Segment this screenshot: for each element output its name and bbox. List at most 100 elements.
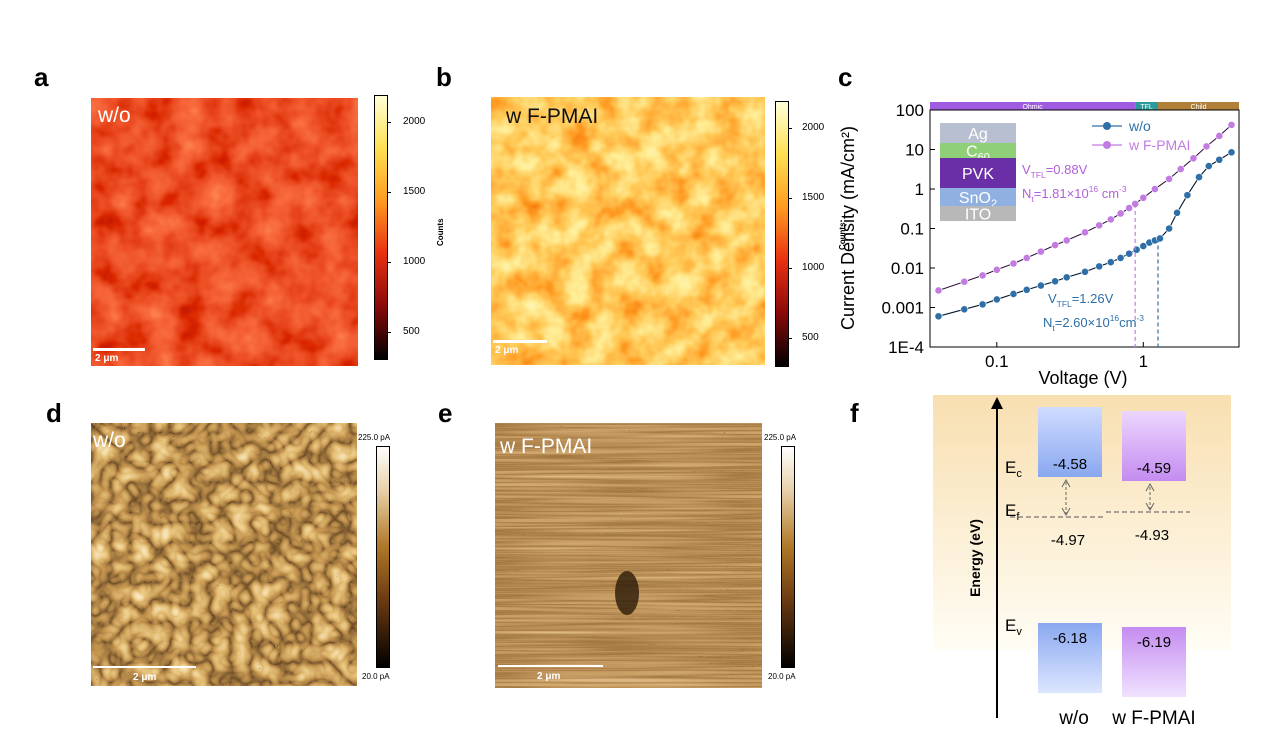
data-point (1202, 142, 1211, 151)
data-point (1176, 165, 1185, 173)
region-bar-child (1158, 102, 1239, 110)
colorbar-a-tick-1000: 1000 (403, 256, 426, 267)
panel-label-c: c (838, 62, 853, 92)
region-bar-tfl (1135, 102, 1159, 110)
scale-bar-label-e: 2 μm (537, 671, 561, 682)
colorbar-e-min: 20.0 pA (768, 672, 796, 681)
data-point (992, 295, 1001, 304)
y-tick-label: 0.001 (881, 299, 924, 318)
panel-label-a: a (34, 62, 49, 92)
region-label-ohmic: Ohmic (1022, 104, 1043, 111)
stack-layer (940, 158, 1016, 188)
ef-value: -4.97 (1051, 532, 1085, 549)
panel-label-f: f (850, 398, 859, 428)
data-point (1183, 191, 1192, 200)
arrow-head-up (1145, 482, 1155, 492)
overlay-label-b: w F-PMAI (506, 105, 599, 128)
data-point (1051, 241, 1059, 249)
overlay-label-d: w/o (93, 429, 126, 452)
data-point (1132, 245, 1141, 254)
arrow-head-down (1145, 502, 1155, 512)
conduction-band-box (1038, 407, 1102, 477)
colorbar-a-tick-1500: 1500 (403, 186, 426, 197)
cafm-map-with-fpmai: w F-PMAI 2 μm (495, 423, 762, 688)
panel-label-b: b (436, 62, 452, 92)
arrow-head-up (1061, 478, 1071, 488)
scale-bar-label-d: 2 μm (133, 672, 157, 683)
data-point (934, 312, 943, 321)
data-point (1036, 247, 1045, 256)
data-point (1139, 193, 1148, 202)
y-tick-label: 0.1 (900, 220, 924, 239)
data-point (1215, 132, 1224, 140)
data-point (960, 277, 969, 286)
y-tick-label: 0.01 (891, 259, 924, 278)
colorbar-d-max: 225.0 pA (358, 433, 391, 442)
data-point (1165, 224, 1173, 233)
colorbar-e-max: 225.0 pA (764, 433, 797, 442)
data-point (978, 271, 987, 280)
energy-axis-arrow (991, 397, 1003, 409)
panel-label-e: e (438, 398, 453, 428)
data-point (1009, 290, 1018, 298)
panel-label-d: d (46, 398, 62, 428)
arrow-head-down (1061, 507, 1071, 517)
pl-map-with-fpmai: w F-PMAI 2 μm (491, 97, 765, 365)
data-point (1095, 221, 1104, 230)
data-point (1195, 173, 1203, 182)
stack-layer (940, 188, 1016, 206)
energy-level-diagram: Energy (eV) EcEfEv-4.58-4.97-6.18w/o-4.5… (933, 395, 1231, 729)
stack-layer-label: SnO2 (959, 190, 997, 210)
stack-layer (940, 143, 1016, 158)
annotation-nt-with: Nt=1.81×1016 cm-3 (1022, 184, 1127, 204)
data-point (1227, 120, 1236, 129)
data-point (1036, 281, 1045, 290)
legend-label: w/o (1128, 118, 1151, 134)
scale-bar-d (93, 666, 196, 668)
energy-axis-label: Energy (eV) (967, 519, 983, 597)
data-point (978, 300, 987, 309)
data-point (1173, 208, 1181, 217)
stack-layer-label: ITO (965, 207, 991, 224)
colorbar-b-tick-500: 500 (802, 332, 819, 343)
data-point (1116, 254, 1125, 262)
colorbar-b (775, 101, 789, 367)
y-tick-label: 100 (896, 101, 924, 120)
data-point (934, 286, 943, 295)
data-point (1227, 148, 1236, 157)
ev-value: -6.18 (1053, 630, 1087, 647)
data-point (1062, 273, 1071, 282)
valence-band-box (1122, 627, 1186, 697)
data-point (1106, 258, 1115, 267)
data-point (1215, 155, 1224, 164)
scale-bar-label-b: 2 μm (495, 345, 519, 356)
cafm-map-without: w/o 2 μm (91, 423, 357, 686)
data-point (1095, 262, 1104, 271)
ec-value: -4.59 (1137, 460, 1171, 477)
stack-layer (940, 206, 1016, 221)
data-point (1022, 254, 1031, 262)
region-label-child: Child (1191, 104, 1207, 111)
region-bar-ohmic (930, 102, 1136, 110)
region-label-tfl: TFL (1140, 104, 1153, 111)
ec-value: -4.58 (1053, 456, 1087, 473)
colorbar-b-tick-1000: 1000 (802, 262, 825, 273)
data-point (1062, 236, 1071, 245)
scale-bar-a (93, 348, 145, 351)
stack-layer (940, 123, 1016, 143)
stack-layer-label: Ag (968, 126, 988, 143)
valence-band-box (1038, 623, 1102, 693)
legend-label: w F-PMAI (1128, 137, 1190, 153)
data-point (1151, 185, 1159, 193)
x-tick-label: 1 (1139, 352, 1148, 371)
pl-map-without: w/o 2 μm (91, 98, 358, 366)
data-point (1125, 249, 1134, 258)
colorbar-b-tick-2000: 2000 (802, 122, 825, 133)
colorbar-a-tick-2000: 2000 (403, 116, 426, 127)
conduction-band-box (1122, 411, 1186, 481)
data-point (1081, 267, 1089, 276)
legend-marker (1103, 122, 1111, 130)
annotation-vtfl-with: VTFL=0.88V (1022, 162, 1088, 180)
data-point (1139, 242, 1148, 250)
ev-label: Ev (1005, 616, 1022, 638)
